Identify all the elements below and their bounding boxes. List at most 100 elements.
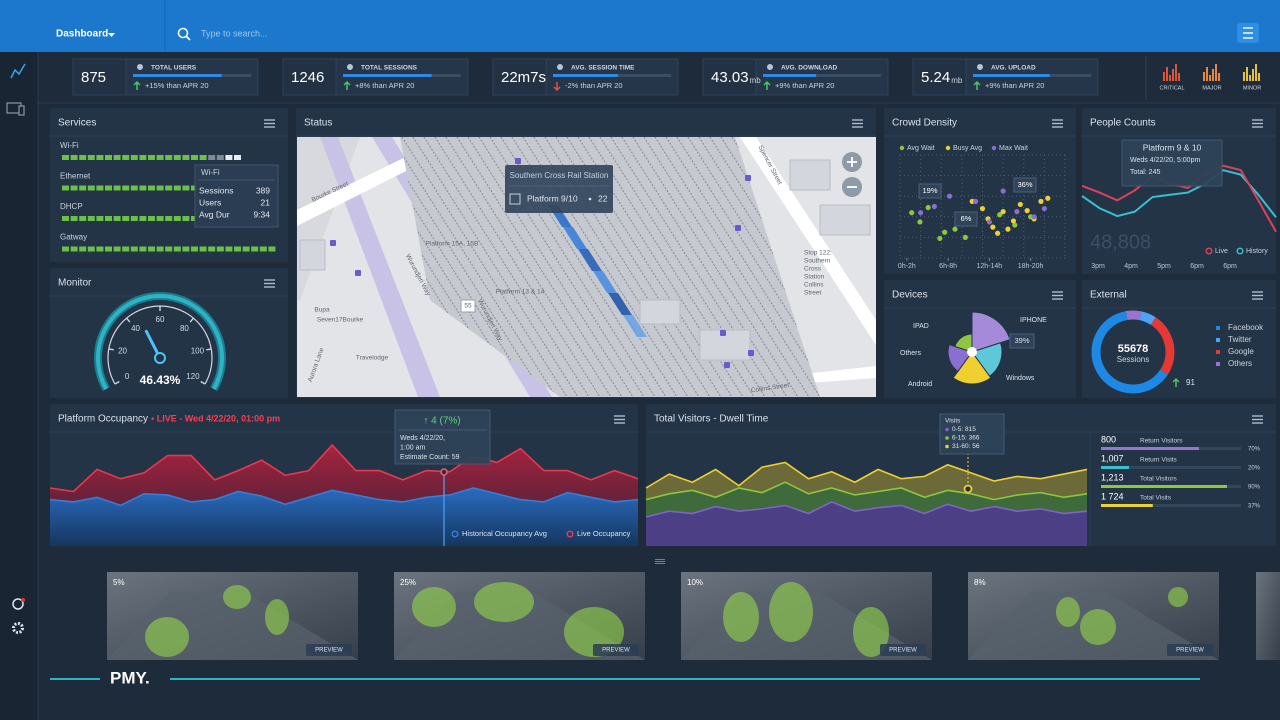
legend-swatch [451,530,459,538]
alert-icon-bar [1255,64,1257,81]
stat-track [1101,466,1241,469]
kpi-value: 1246 [291,69,324,86]
rail-track [665,137,820,397]
search-input[interactable]: Type to search... [201,28,268,38]
kpi-delta: +9% than APR 20 [775,81,834,90]
rail-track [467,137,634,397]
scatter-point [986,219,992,225]
service-bar-segment [216,246,224,252]
stat-percent: 37% [1248,504,1261,510]
panel-menu-button[interactable] [1252,415,1263,424]
service-bar-segment [182,246,190,252]
panel-menu-button[interactable] [264,119,275,128]
nav-globe-icon[interactable] [12,598,24,610]
preview-button[interactable] [1167,644,1213,656]
alert-icon-bar [1218,73,1220,81]
rail-track [400,137,557,397]
service-bar-segment [165,185,173,191]
tooltip-line: Weds 4/22/20, [400,435,445,442]
preview-button[interactable] [593,644,639,656]
x-tick-label: 6pm [1190,263,1204,270]
camera-thumbnail[interactable]: 5% PREVIEW [107,572,358,660]
service-bar-segment [70,185,78,191]
alert-label[interactable]: MINOR [1243,85,1261,91]
map-road [297,150,428,226]
kpi-trend-arrow [343,80,351,90]
map-poi-icon [748,350,754,356]
panel-menu-button[interactable] [1052,291,1063,300]
panel-title: Platform Occupancy [58,414,148,425]
service-bar-segment [251,246,259,252]
gauge-tick [108,348,114,351]
panel-menu-button[interactable] [852,119,863,128]
stat-percent: 90% [1248,485,1261,491]
rail-track [654,137,820,397]
search-icon [185,35,191,41]
stat-percent: 70% [1248,447,1261,453]
map-tooltip [505,165,613,213]
preview-button-label[interactable]: PREVIEW [1176,648,1204,654]
kpi-label: TOTAL SESSIONS [361,65,418,72]
chart-tooltip [1121,139,1223,187]
zoom-in-button[interactable] [842,152,862,172]
alert-label[interactable]: MAJOR [1202,85,1221,91]
preview-button[interactable] [880,644,926,656]
service-label: Wi-Fi [60,141,79,150]
service-bar-segment [79,185,87,191]
camera-thumbnail-partial[interactable] [1256,572,1280,660]
kpi-value: 5.24 [921,69,950,86]
kpi-progress [343,74,432,77]
heat-blob [853,607,889,657]
preview-button-label[interactable]: PREVIEW [889,648,917,654]
panel-title: Crowd Density [892,118,957,129]
service-bar-segment [148,216,155,221]
map-label: 55 [464,303,472,310]
map-building [299,239,326,271]
service-label: DHCP [60,202,83,211]
alert-label[interactable]: CRITICAL [1159,85,1184,91]
zoom-out-button[interactable] [842,177,862,197]
service-bar-segment [208,155,216,160]
nav-settings-icon[interactable] [12,622,24,634]
panel-menu-button[interactable] [1252,291,1263,300]
map-label: Southern [804,258,831,265]
map-road [740,137,876,345]
preview-button-label[interactable]: PREVIEW [315,648,343,654]
kpi-progress [553,74,618,77]
camera-thumbnail[interactable]: 8% PREVIEW [968,572,1219,660]
service-bar-segment [139,216,147,221]
legend-swatch [899,145,905,151]
tooltip-line: 31-60: 56 [952,443,980,450]
panel-menu-button[interactable] [614,415,625,424]
camera-occupancy: 5% [113,578,125,587]
service-bar-segment [87,155,95,160]
kpi-trend-arrow [553,82,561,92]
menu-dropdown[interactable]: Dashboard [56,29,108,40]
service-bar-segment [139,246,147,252]
kpi-icon [347,64,353,70]
panel-title: Services [58,118,96,129]
camera-thumbnail[interactable]: 25% PREVIEW [394,572,645,660]
area-line [645,501,1088,518]
panel-menu-button[interactable] [264,279,275,288]
tooltip-line: 6-15: 366 [952,435,980,442]
nav-chart-icon[interactable] [10,63,26,79]
alert-icon-bar [1209,75,1211,81]
camera-thumbnail[interactable]: 10% PREVIEW [681,572,932,660]
map-poi-icon [745,175,751,181]
panel-menu-button[interactable] [1052,119,1063,128]
nav-device-icon[interactable] [18,105,25,116]
preview-button[interactable] [306,644,352,656]
kpi-label: TOTAL USERS [151,65,197,72]
legend-label: Historical Occupancy Avg [462,529,547,538]
preview-button-label[interactable]: PREVIEW [602,648,630,654]
heat-blob [412,587,456,627]
panel-menu-button[interactable] [1252,119,1263,128]
annotation: 6% [961,214,972,223]
legend-label: Twitter [1228,335,1252,344]
cursor-marker [963,484,973,494]
legend-swatch [1236,247,1244,255]
legend-label: Live Occupancy [577,529,631,538]
panel [50,268,288,398]
scatter-point [918,210,924,216]
